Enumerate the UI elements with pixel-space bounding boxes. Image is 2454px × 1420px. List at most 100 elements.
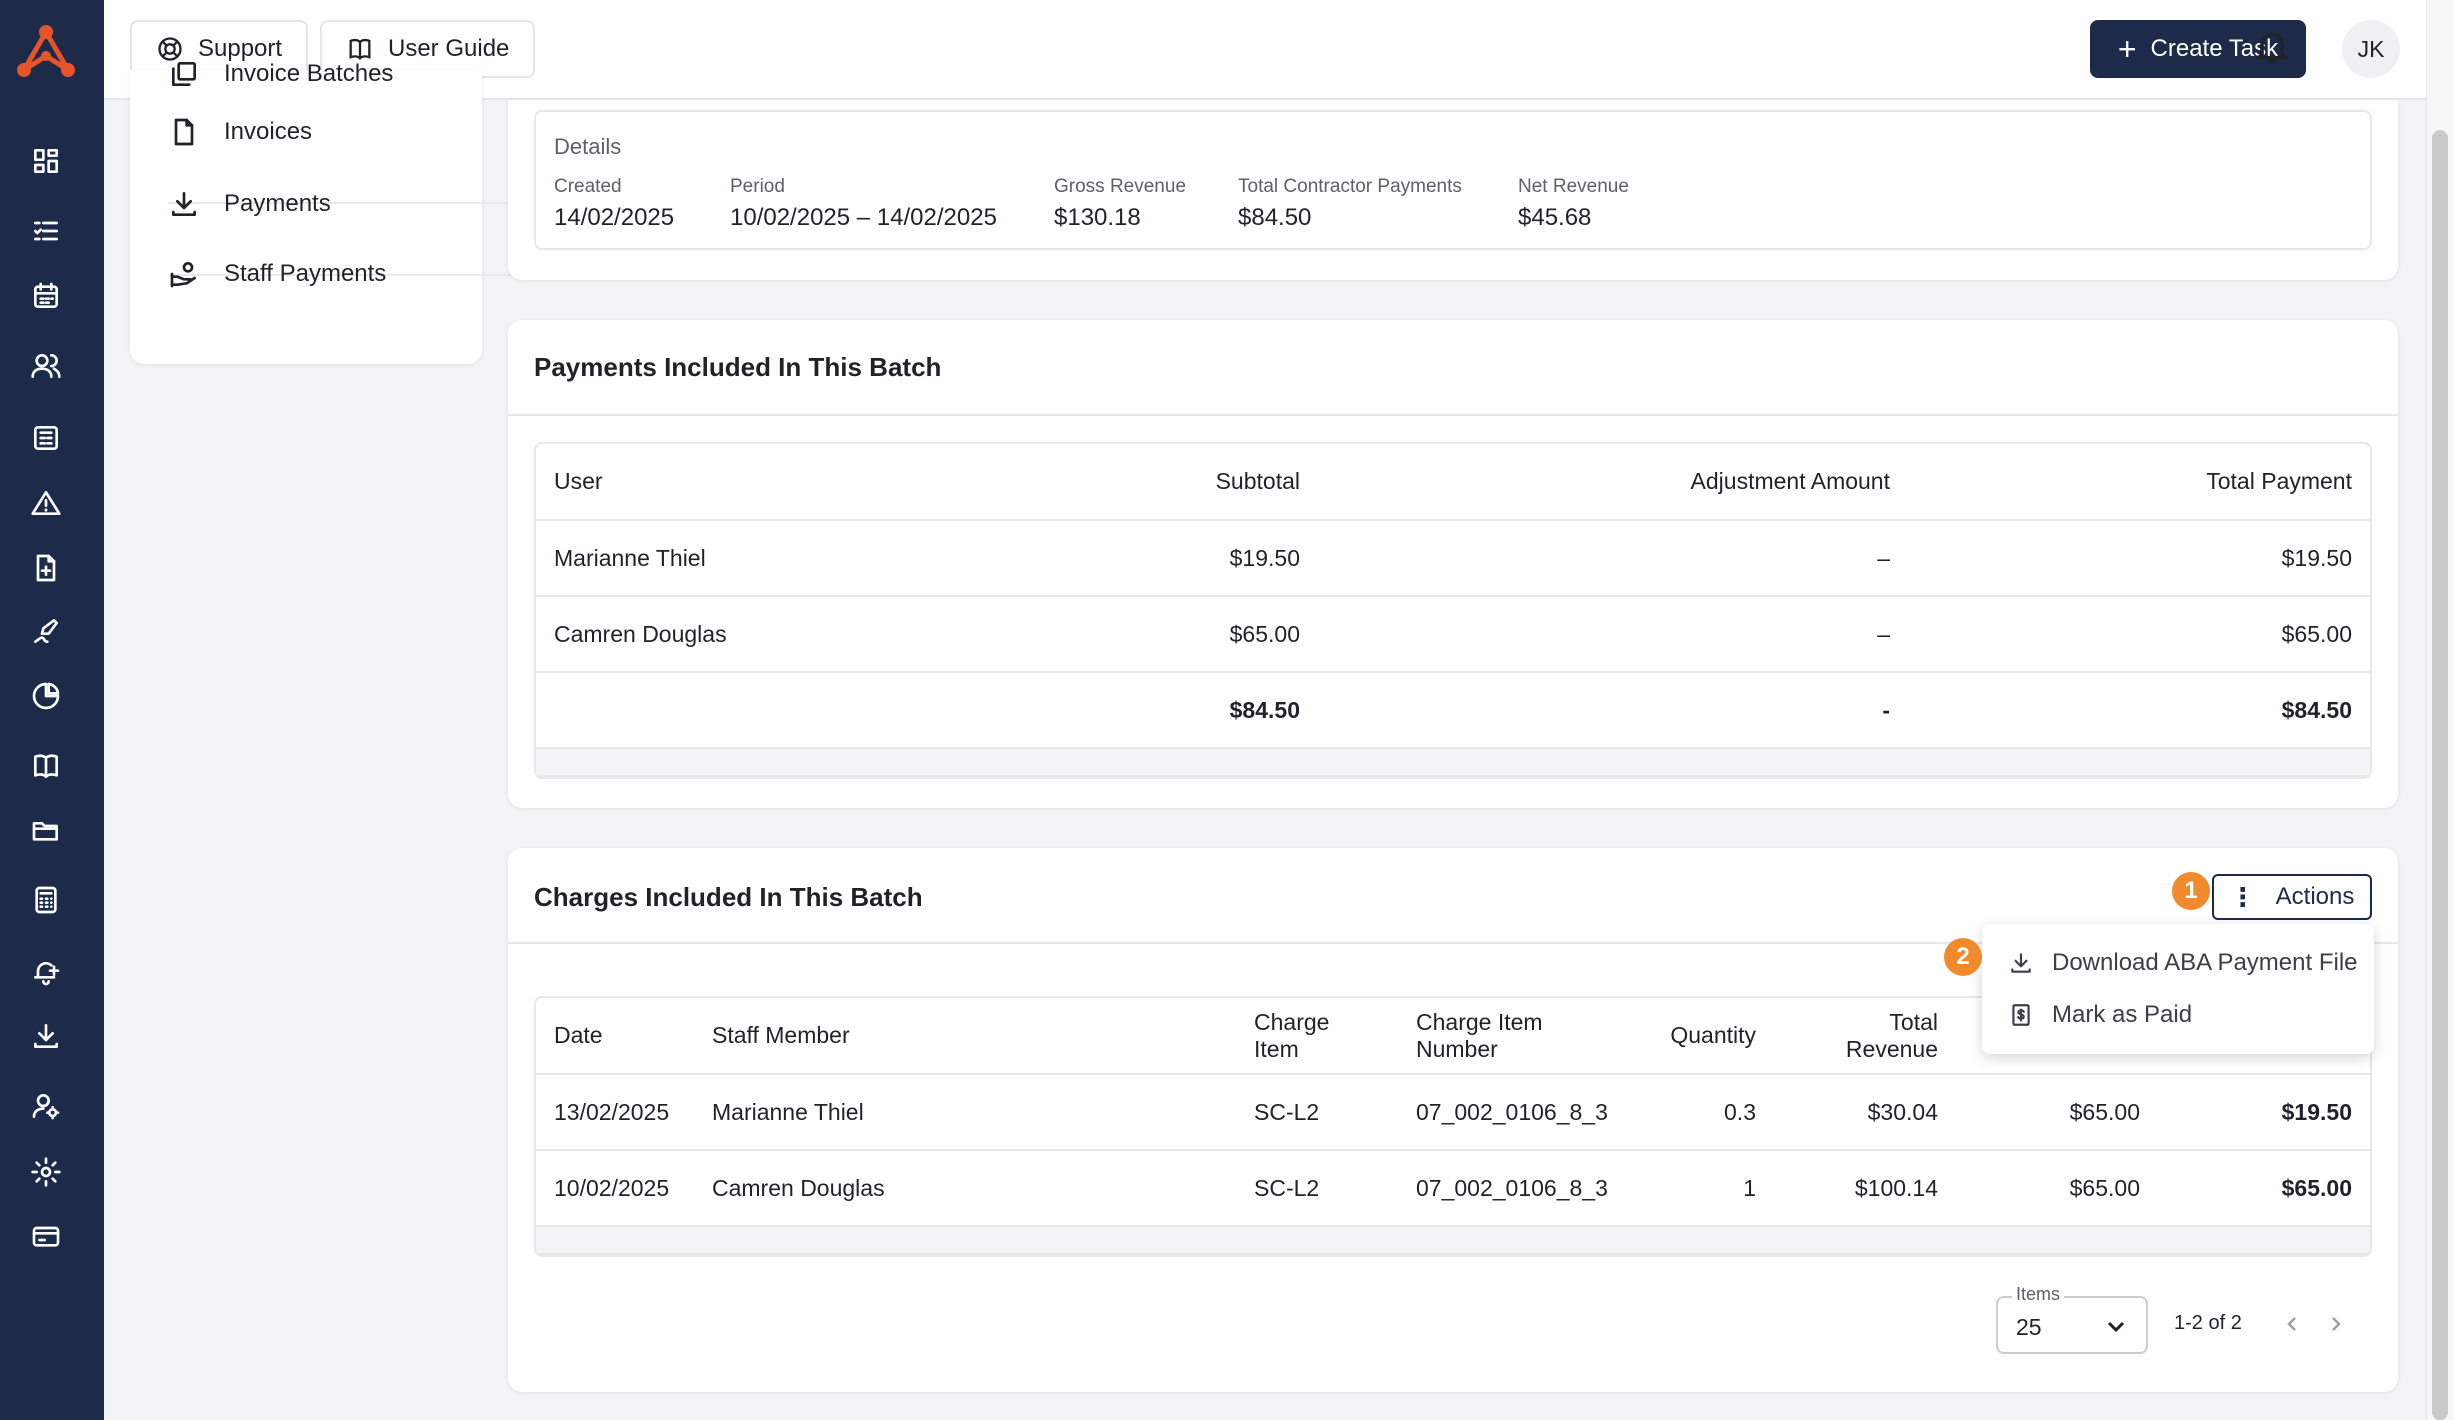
divider: [168, 202, 574, 204]
payments-table: User Subtotal Adjustment Amount Total Pa…: [534, 442, 2372, 779]
column-header-adjustment[interactable]: Adjustment Amount: [1318, 444, 1908, 521]
subnav-item-payments[interactable]: Payments: [168, 170, 574, 238]
cell-revenue: $30.04: [1774, 1074, 1956, 1151]
cell-charge-number: 07_002_0106_8_3: [1398, 1074, 1648, 1151]
cell-adjustment: –: [1318, 596, 1908, 673]
chevron-down-icon: [2107, 1321, 2125, 1333]
cell-col7: $65.00: [1956, 1150, 2158, 1227]
subnav-item-staff-payments[interactable]: Staff Payments: [168, 240, 574, 308]
gross-revenue-label: Gross Revenue: [1054, 176, 1187, 197]
signature-icon[interactable]: [28, 613, 64, 649]
column-header-user[interactable]: User: [536, 444, 1096, 521]
cell-col8: $19.50: [2158, 1074, 2370, 1151]
cell-subtotal-total: $84.50: [1096, 672, 1318, 749]
items-per-page-select[interactable]: Items 25: [1996, 1284, 2148, 1354]
cell-charge-item: SC-L2: [1236, 1074, 1398, 1151]
table-footer: [536, 1226, 2370, 1255]
period-field: Period 10/02/2025 – 14/02/2025: [730, 176, 997, 232]
table-row[interactable]: 13/02/2025 Marianne Thiel SC-L2 07_002_0…: [536, 1074, 2370, 1151]
charges-title: Charges Included In This Batch: [534, 882, 923, 912]
support-button[interactable]: Support: [130, 20, 309, 78]
folder-icon[interactable]: [28, 812, 64, 848]
column-header-quantity[interactable]: Quantity: [1648, 998, 1774, 1075]
column-header-staff-member[interactable]: Staff Member: [694, 998, 1236, 1075]
alarm-add-icon[interactable]: [28, 954, 64, 990]
dashboard-icon[interactable]: [28, 143, 64, 179]
contractor-payments-label: Total Contractor Payments: [1238, 176, 1462, 197]
contractor-payments-field: Total Contractor Payments $84.50: [1238, 176, 1462, 232]
reports-icon[interactable]: [28, 420, 64, 456]
subnav-item-label: Invoice Batches: [224, 60, 394, 87]
previous-page-button[interactable]: [2280, 1312, 2304, 1336]
user-settings-icon[interactable]: [28, 1088, 64, 1124]
column-header-charge-item[interactable]: Charge Item: [1236, 998, 1398, 1075]
actions-menu: Download ABA Payment File Mark as Paid: [1982, 924, 2374, 1054]
calendar-icon[interactable]: [28, 278, 64, 314]
items-value: 25: [2016, 1314, 2042, 1340]
step-badge: 2: [1944, 938, 1982, 976]
actions-button[interactable]: ⋮ Actions: [2212, 874, 2372, 920]
cell-staff: Marianne Thiel: [694, 1074, 1236, 1151]
divider: [508, 414, 2398, 416]
details-panel: Details Created 14/02/2025 Period 10/02/…: [534, 110, 2372, 250]
document-add-icon[interactable]: [28, 550, 64, 586]
pagination-range: 1-2 of 2: [2174, 1312, 2242, 1334]
period-label: Period: [730, 176, 785, 197]
cell-subtotal: $19.50: [1096, 520, 1318, 597]
hand-coin-icon: [170, 262, 196, 288]
contractor-payments-value: $84.50: [1238, 204, 1312, 231]
column-header-total-revenue[interactable]: Total Revenue: [1774, 998, 1956, 1075]
credit-card-icon[interactable]: [28, 1218, 64, 1254]
menu-item-download-aba[interactable]: Download ABA Payment File: [2008, 938, 2358, 988]
chevron-left-icon: [2287, 1317, 2296, 1331]
download-icon[interactable]: [28, 1018, 64, 1054]
step-badge: 1: [2172, 872, 2210, 910]
subnav-item-label: Payments: [224, 190, 331, 217]
net-revenue-label: Net Revenue: [1518, 176, 1629, 197]
gross-revenue-field: Gross Revenue $130.18: [1054, 176, 1186, 232]
created-value: 14/02/2025: [554, 204, 675, 231]
support-label: Support: [198, 35, 283, 62]
pie-chart-icon[interactable]: [28, 678, 64, 714]
column-header-date[interactable]: Date: [536, 998, 694, 1075]
cell-staff: Camren Douglas: [694, 1150, 1236, 1227]
scrollbar-thumb[interactable]: [2432, 130, 2448, 1420]
calculator-icon[interactable]: [28, 882, 64, 918]
cell-revenue: $100.14: [1774, 1150, 1956, 1227]
table-row[interactable]: Camren Douglas $65.00 – $65.00: [536, 596, 2370, 673]
cell-charge-item: SC-L2: [1236, 1150, 1398, 1227]
cell-col8: $65.00: [2158, 1150, 2370, 1227]
column-header-charge-item-number[interactable]: Charge Item Number: [1398, 998, 1648, 1075]
warning-icon[interactable]: [28, 485, 64, 521]
subnav-item-label: Staff Payments: [224, 260, 387, 287]
download-icon: [2011, 953, 2031, 973]
bell-icon[interactable]: [2252, 26, 2292, 72]
subnav-item-invoice-batches[interactable]: Invoice Batches: [168, 40, 574, 108]
avatar[interactable]: JK: [2342, 20, 2400, 78]
payments-title: Payments Included In This Batch: [534, 352, 942, 382]
charges-table: Date Staff Member Charge Item Charge Ite…: [534, 996, 2372, 1257]
invoice-icon: [2012, 1004, 2030, 1026]
payments-card: Payments Included In This Batch User Sub…: [508, 320, 2398, 808]
logo-icon[interactable]: [16, 24, 78, 80]
book-icon[interactable]: [28, 748, 64, 784]
menu-item-mark-as-paid[interactable]: Mark as Paid: [2008, 990, 2192, 1040]
period-value: 10/02/2025 – 14/02/2025: [730, 204, 997, 231]
next-page-button[interactable]: [2324, 1312, 2348, 1336]
settings-icon[interactable]: [28, 1154, 64, 1190]
cell-date: 13/02/2025: [536, 1074, 694, 1151]
column-header-subtotal[interactable]: Subtotal: [1096, 444, 1318, 521]
details-card: Details Created 14/02/2025 Period 10/02/…: [508, 100, 2398, 280]
cell-total: $19.50: [1908, 520, 2370, 597]
table-row[interactable]: 10/02/2025 Camren Douglas SC-L2 07_002_0…: [536, 1150, 2370, 1227]
users-icon[interactable]: [28, 348, 64, 384]
create-task-button[interactable]: + Create Task: [2090, 20, 2306, 78]
subnav-item-invoices[interactable]: Invoices: [168, 98, 574, 166]
sub-navigation: Invoice Batches Invoices Payments Staff …: [130, 60, 574, 364]
cell-subtotal: $65.00: [1096, 596, 1318, 673]
column-header-total-payment[interactable]: Total Payment: [1908, 444, 2370, 521]
cell-adjustment: –: [1318, 520, 1908, 597]
net-revenue-field: Net Revenue $45.68: [1518, 176, 1629, 232]
task-list-icon[interactable]: [28, 213, 64, 249]
table-row[interactable]: Marianne Thiel $19.50 – $19.50: [536, 520, 2370, 597]
